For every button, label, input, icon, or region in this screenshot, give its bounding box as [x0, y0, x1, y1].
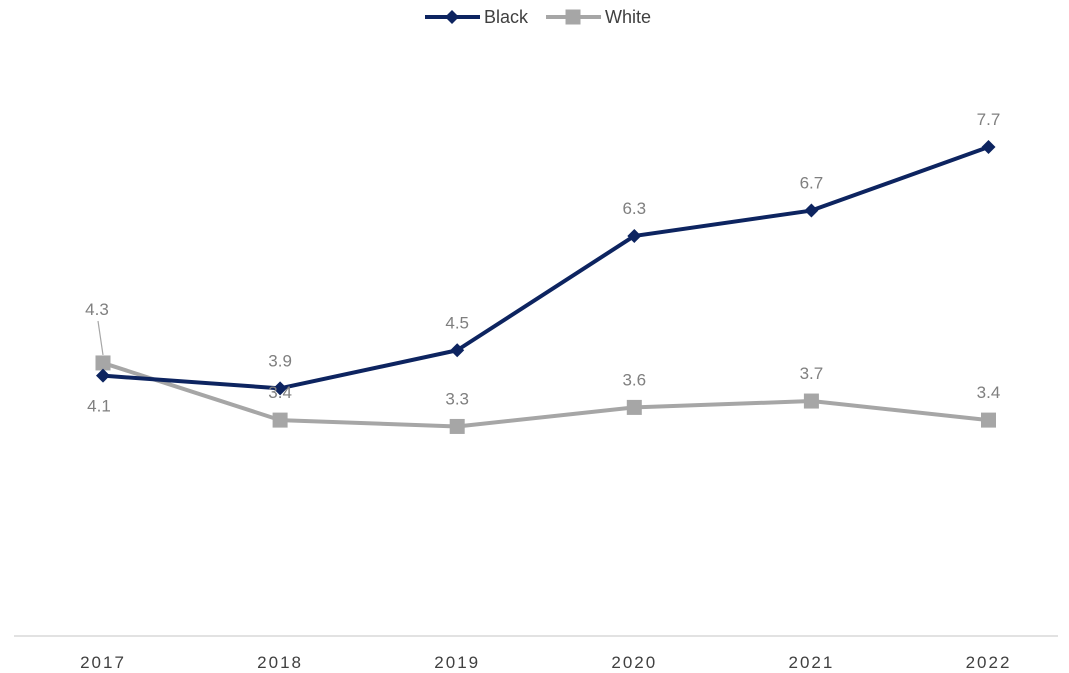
data-label-black-2018: 3.9	[268, 351, 292, 370]
data-label-black-2017: 4.1	[87, 397, 111, 416]
x-tick-label-2017: 2017	[80, 653, 126, 672]
marker-white-2019	[449, 418, 465, 434]
legend-item-black: Black	[425, 7, 529, 27]
series-markers	[95, 140, 996, 434]
x-tick-label-2021: 2021	[788, 653, 834, 672]
x-tick-label-2018: 2018	[257, 653, 303, 672]
data-label-black-2022: 7.7	[977, 110, 1001, 129]
x-tick-label-2022: 2022	[966, 653, 1012, 672]
data-label-white-2022: 3.4	[977, 383, 1001, 402]
marker-white-2022	[981, 412, 996, 428]
data-label-white-2018: 3.4	[268, 383, 292, 402]
series-lines	[102, 145, 990, 429]
x-tick-label-2019: 2019	[434, 653, 480, 672]
marker-white-2018	[272, 412, 288, 428]
legend-label-black: Black	[484, 7, 529, 27]
marker-black-2021	[804, 203, 819, 218]
data-labels: 4.1 3.9 4.5 6.3 6.7 7.7 4.3 3.4 3.3 3.6 3.7 3.4	[85, 110, 1000, 416]
legend-marker-white	[565, 9, 581, 25]
marker-black-2017	[96, 368, 110, 383]
marker-white-2017	[95, 355, 111, 371]
marker-white-2021	[803, 393, 819, 409]
data-label-black-2020: 6.3	[622, 199, 646, 218]
legend: Black White	[425, 7, 651, 27]
series-line-black	[102, 145, 990, 391]
series-line-white	[102, 361, 989, 429]
data-label-white-2020: 3.6	[622, 370, 646, 389]
legend-label-white: White	[605, 7, 651, 27]
data-label-white-2019: 3.3	[445, 389, 469, 408]
x-tick-labels: 2017 2018 2019 2020 2021 2022	[80, 653, 1012, 672]
marker-white-2020	[626, 399, 642, 415]
marker-black-2020	[627, 228, 642, 243]
marker-black-2019	[450, 343, 465, 358]
data-label-black-2019: 4.5	[445, 313, 469, 332]
data-label-white-2017: 4.3	[85, 300, 109, 319]
marker-black-2022	[981, 140, 996, 155]
data-label-white-2021: 3.7	[800, 364, 824, 383]
legend-marker-black	[445, 10, 459, 24]
leader-line-white-2017	[97, 320, 104, 356]
data-label-black-2021: 6.7	[800, 174, 824, 193]
x-tick-label-2020: 2020	[611, 653, 657, 672]
legend-item-white: White	[546, 7, 651, 27]
marker-black-2018	[273, 381, 288, 396]
